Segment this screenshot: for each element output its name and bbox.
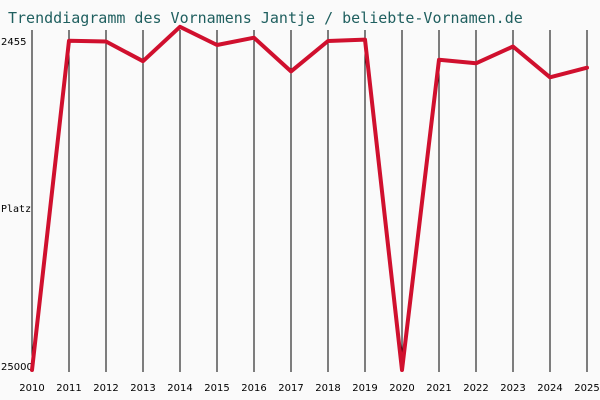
data-points <box>31 26 588 371</box>
x-tick-label: 2013 <box>130 383 155 394</box>
x-tick-label: 2018 <box>315 383 340 394</box>
series-line <box>30 24 589 372</box>
data-point-2012 <box>105 41 107 42</box>
x-tick-label: 2025 <box>574 383 599 394</box>
data-point-2011 <box>68 40 70 42</box>
data-point-2015 <box>216 44 218 46</box>
x-tick-label: 2023 <box>500 383 525 394</box>
y-tick-bottom: 25000 <box>1 362 33 373</box>
chart-title: Trenddiagramm des Vornamens Jantje / bel… <box>8 9 523 27</box>
grid-lines <box>31 30 588 372</box>
x-tick-label: 2016 <box>241 383 266 394</box>
data-point-2025 <box>586 67 588 69</box>
x-tick-label: 2020 <box>389 383 414 394</box>
x-tick-label: 2024 <box>537 383 562 394</box>
x-tick-label: 2022 <box>463 383 488 394</box>
x-tick-label: 2021 <box>426 383 451 394</box>
data-point-2018 <box>327 40 329 42</box>
data-point-2010 <box>31 369 33 371</box>
data-point-2017 <box>290 70 292 72</box>
x-tick-label: 2014 <box>167 383 192 394</box>
data-point-2013 <box>142 60 144 62</box>
data-point-2021 <box>438 59 440 61</box>
x-tick-label: 2017 <box>278 383 303 394</box>
y-tick-top: 2455 <box>1 37 26 48</box>
x-tick-label: 2015 <box>204 383 229 394</box>
data-point-2019 <box>364 39 366 41</box>
data-point-2024 <box>549 76 551 78</box>
data-point-2020 <box>401 369 403 371</box>
x-tick-label: 2019 <box>352 383 377 394</box>
data-point-2022 <box>475 62 477 64</box>
x-tick-label: 2010 <box>19 383 44 394</box>
x-tick-label: 2011 <box>56 383 81 394</box>
data-point-2014 <box>179 26 181 28</box>
data-point-2016 <box>253 37 255 39</box>
x-axis-ticks: 2010 2011 2012 2013 2014 2015 2016 2017 2018 2019… <box>19 383 599 394</box>
data-point-2023 <box>512 46 514 47</box>
x-tick-label: 2012 <box>93 383 118 394</box>
y-axis-label: Platz <box>1 204 31 215</box>
